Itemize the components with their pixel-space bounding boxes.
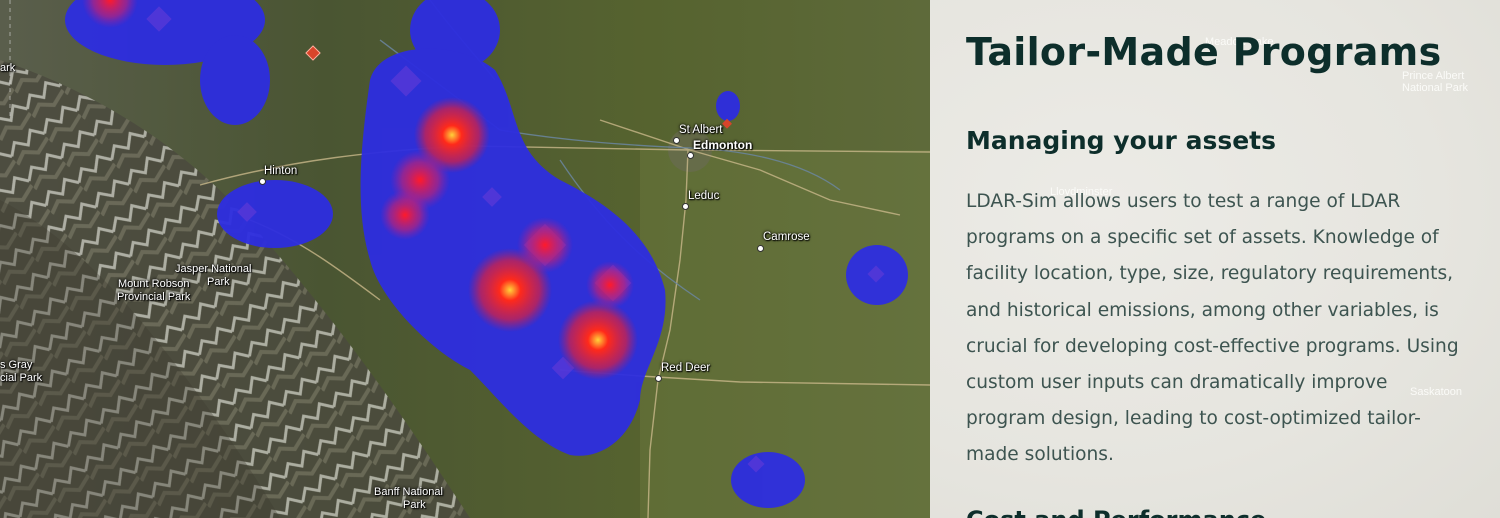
map-view[interactable]: ark Hinton St Albert Edmonton Leduc Camr… (0, 0, 930, 518)
page-title: Tailor-Made Programs (966, 30, 1442, 74)
ghost-label-meadow-lake: Meadow Lake (1205, 36, 1274, 48)
city-marker-red-deer (655, 375, 662, 382)
section-subtitle: Managing your assets (966, 126, 1276, 155)
map-label-mount-robson-line1: Mount Robson (118, 278, 190, 290)
city-marker-edmonton (687, 152, 694, 159)
map-label-hinton: Hinton (264, 165, 298, 177)
ghost-label-lloydminster: Lloydminster (1050, 186, 1113, 198)
ghost-label-prince-albert-line2: National Park (1402, 82, 1469, 94)
map-label-park-partial: ark (0, 62, 16, 74)
map-label-banff-line2: Park (403, 499, 426, 511)
content-panel: Meadow Lake Prince Albert National Park … (930, 0, 1500, 518)
map-label-jasper-line2: Park (207, 276, 230, 288)
map-label-gray-line1: s Gray (0, 359, 33, 371)
map-label-red-deer: Red Deer (661, 362, 711, 374)
map-label-gray-line2: cial Park (0, 372, 43, 384)
city-marker-leduc (682, 203, 689, 210)
map-label-leduc: Leduc (688, 190, 720, 202)
next-section-heading: Cost and Performance (966, 508, 1366, 518)
map-label-mount-robson-line2: Provincial Park (117, 291, 191, 303)
city-marker-hinton (259, 178, 266, 185)
map-canvas (0, 0, 930, 518)
ghost-label-saskatoon: Saskatoon (1410, 386, 1462, 398)
map-label-edmonton: Edmonton (693, 138, 753, 152)
map-label-st-albert: St Albert (679, 124, 723, 136)
map-label-jasper-line1: Jasper National (175, 263, 252, 275)
section-body-text: LDAR-Sim allows users to test a range of… (966, 191, 1459, 466)
map-label-banff-line1: Banff National (374, 486, 443, 498)
city-marker-st-albert (673, 137, 680, 144)
map-label-camrose: Camrose (763, 231, 810, 243)
city-marker-camrose (757, 245, 764, 252)
ghost-label-prince-albert-line1: Prince Albert (1402, 70, 1465, 82)
